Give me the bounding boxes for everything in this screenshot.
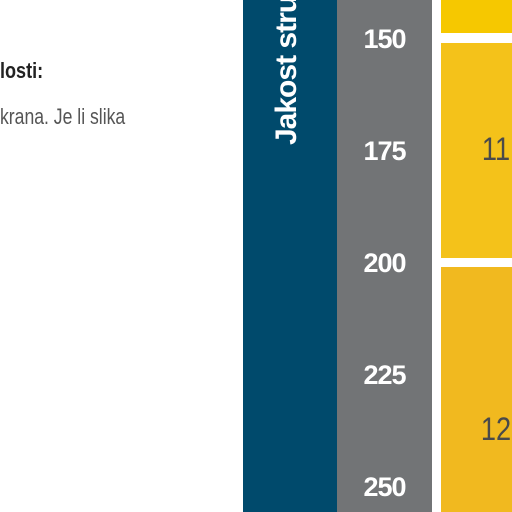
tick-label: 250 — [363, 472, 406, 502]
grid-cell: 11 — [441, 43, 512, 258]
cell-value: 12 — [480, 411, 512, 447]
tick-band — [337, 0, 432, 512]
cell-value: 11 — [481, 131, 511, 167]
body-text: krana. Je li slika — [0, 104, 126, 129]
section-heading: losti: — [0, 58, 44, 83]
grid-cell: 12 — [441, 267, 512, 512]
tick-label: 150 — [363, 24, 406, 54]
axis-label-band — [243, 0, 337, 512]
tick-label: 200 — [363, 248, 406, 278]
axis-label: Jakost stru — [270, 0, 303, 145]
tick-label: 225 — [363, 360, 406, 390]
text-column: losti: krana. Je li slika — [0, 0, 243, 512]
tick-label: 175 — [363, 136, 406, 166]
grid-cell — [441, 0, 512, 33]
